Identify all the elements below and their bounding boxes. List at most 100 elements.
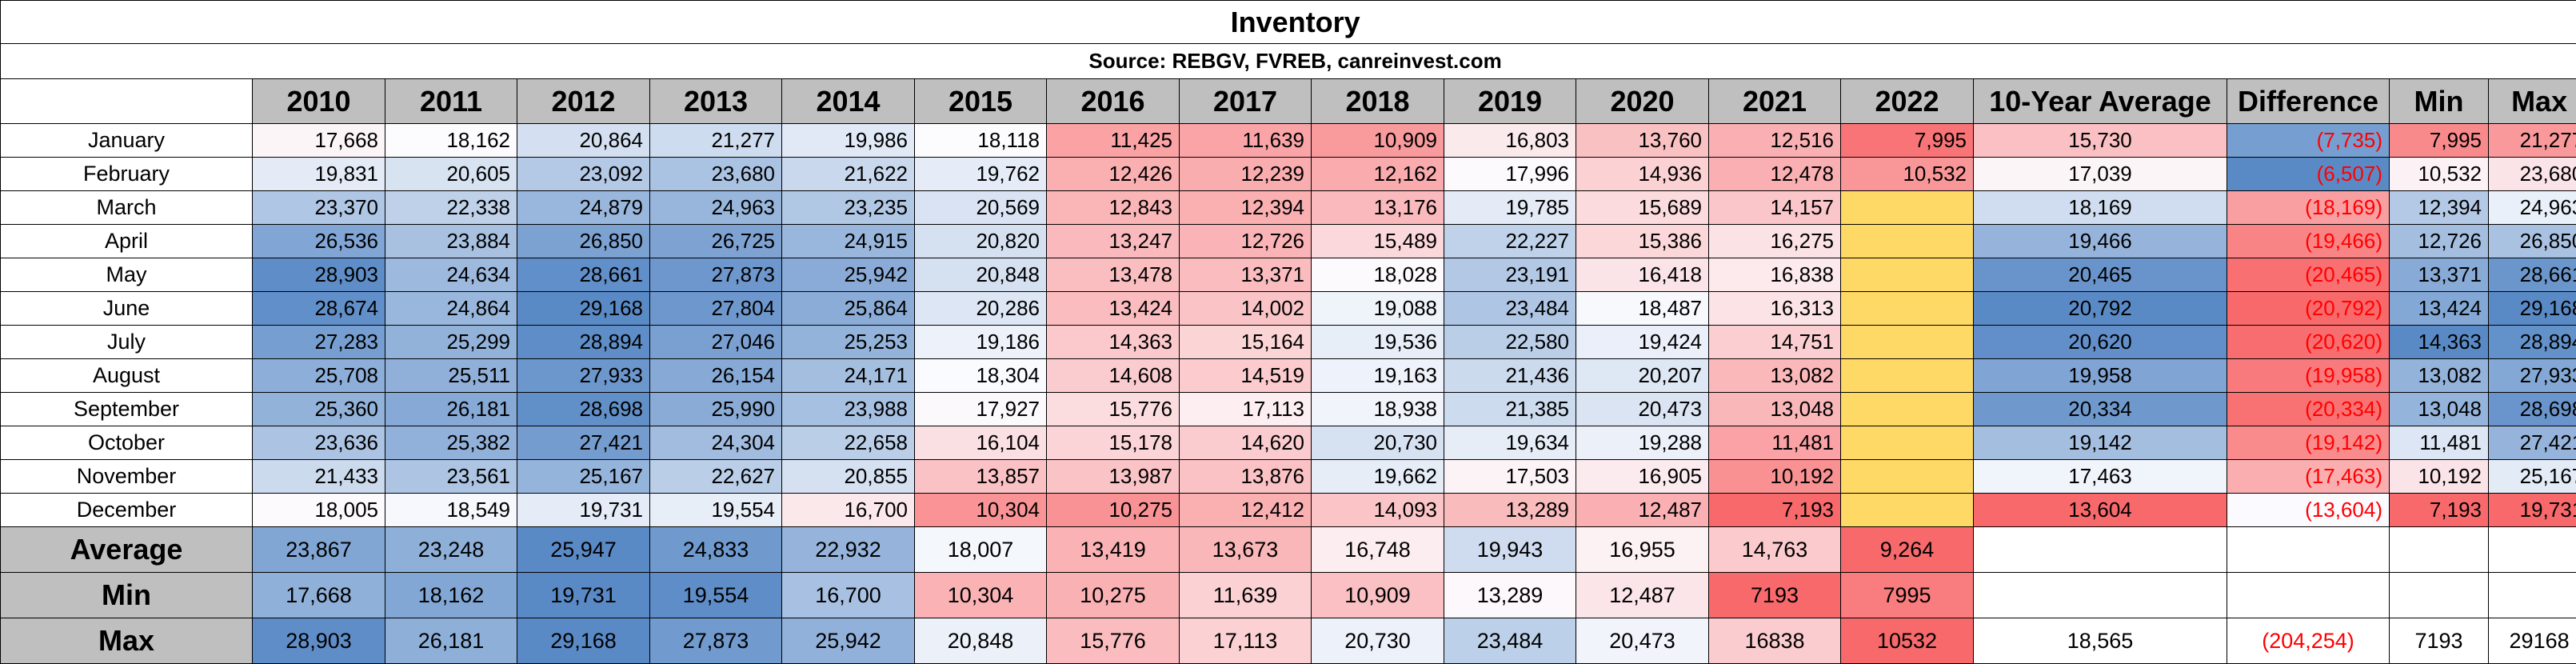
min-cell: 13,048 <box>2390 393 2489 426</box>
data-cell: 13,857 <box>915 460 1047 494</box>
summary-average-cell <box>1974 573 2227 618</box>
data-cell: 24,304 <box>650 426 782 460</box>
summary-cell: 27,873 <box>650 618 782 664</box>
data-cell <box>1841 393 1974 426</box>
row-label: December <box>1 494 253 527</box>
data-cell: 15,178 <box>1047 426 1180 460</box>
data-cell: 20,473 <box>1576 393 1709 426</box>
ten-year-average-cell: 15,730 <box>1974 124 2227 158</box>
column-header: 2014 <box>782 79 915 124</box>
min-cell: 7,995 <box>2390 124 2489 158</box>
data-cell: 14,002 <box>1180 292 1312 326</box>
data-cell: 17,996 <box>1444 158 1576 191</box>
min-cell: 13,082 <box>2390 359 2489 393</box>
summary-cell: 9,264 <box>1841 527 1974 573</box>
data-cell: 16,700 <box>782 494 915 527</box>
summary-difference-cell: (204,254) <box>2227 618 2390 664</box>
summary-difference-cell <box>2227 527 2390 573</box>
data-cell: 20,864 <box>517 124 650 158</box>
ten-year-average-cell: 19,142 <box>1974 426 2227 460</box>
data-cell: 23,370 <box>253 191 385 225</box>
data-cell: 28,674 <box>253 292 385 326</box>
column-header: 2013 <box>650 79 782 124</box>
data-cell: 27,046 <box>650 326 782 359</box>
max-cell: 27,933 <box>2489 359 2576 393</box>
data-cell: 12,726 <box>1180 225 1312 258</box>
data-cell: 13,760 <box>1576 124 1709 158</box>
data-cell: 17,668 <box>253 124 385 158</box>
data-cell: 28,661 <box>517 258 650 292</box>
data-cell: 18,549 <box>385 494 517 527</box>
max-cell: 19,731 <box>2489 494 2576 527</box>
data-cell: 26,725 <box>650 225 782 258</box>
data-cell: 14,363 <box>1047 326 1180 359</box>
data-cell: 14,519 <box>1180 359 1312 393</box>
data-cell: 14,608 <box>1047 359 1180 393</box>
data-cell: 23,092 <box>517 158 650 191</box>
summary-label: Average <box>1 527 253 573</box>
ten-year-average-cell: 20,334 <box>1974 393 2227 426</box>
data-cell: 23,191 <box>1444 258 1576 292</box>
data-cell: 18,162 <box>385 124 517 158</box>
summary-cell: 18,162 <box>385 573 517 618</box>
data-cell <box>1841 326 1974 359</box>
data-cell: 18,304 <box>915 359 1047 393</box>
data-cell: 28,698 <box>517 393 650 426</box>
data-cell: 14,157 <box>1709 191 1841 225</box>
max-cell: 26,850 <box>2489 225 2576 258</box>
column-header: 2012 <box>517 79 650 124</box>
data-cell <box>1841 494 1974 527</box>
data-cell <box>1841 292 1974 326</box>
data-cell: 21,436 <box>1444 359 1576 393</box>
data-cell: 18,938 <box>1312 393 1444 426</box>
data-cell: 10,909 <box>1312 124 1444 158</box>
summary-cell: 19,943 <box>1444 527 1576 573</box>
row-label: May <box>1 258 253 292</box>
data-cell: 19,785 <box>1444 191 1576 225</box>
min-cell: 7,193 <box>2390 494 2489 527</box>
summary-max-cell: 29168 <box>2489 618 2576 664</box>
data-cell: 13,987 <box>1047 460 1180 494</box>
data-cell: 27,933 <box>517 359 650 393</box>
data-cell: 14,093 <box>1312 494 1444 527</box>
summary-cell: 16,700 <box>782 573 915 618</box>
column-header: Max <box>2489 79 2576 124</box>
ten-year-average-cell: 20,620 <box>1974 326 2227 359</box>
max-cell: 23,680 <box>2489 158 2576 191</box>
summary-cell: 7995 <box>1841 573 1974 618</box>
data-cell: 23,561 <box>385 460 517 494</box>
data-cell: 16,418 <box>1576 258 1709 292</box>
data-cell <box>1841 191 1974 225</box>
data-cell: 27,804 <box>650 292 782 326</box>
data-cell: 19,831 <box>253 158 385 191</box>
row-label: September <box>1 393 253 426</box>
max-cell: 24,963 <box>2489 191 2576 225</box>
data-cell: 28,894 <box>517 326 650 359</box>
data-cell: 17,927 <box>915 393 1047 426</box>
data-cell: 19,986 <box>782 124 915 158</box>
column-header: 2021 <box>1709 79 1841 124</box>
data-cell: 12,394 <box>1180 191 1312 225</box>
data-cell: 11,481 <box>1709 426 1841 460</box>
data-cell: 22,658 <box>782 426 915 460</box>
data-cell: 23,884 <box>385 225 517 258</box>
summary-label: Max <box>1 618 253 664</box>
summary-cell: 11,639 <box>1180 573 1312 618</box>
data-cell: 19,554 <box>650 494 782 527</box>
data-cell: 15,489 <box>1312 225 1444 258</box>
data-cell: 24,634 <box>385 258 517 292</box>
data-cell: 13,048 <box>1709 393 1841 426</box>
data-cell: 25,360 <box>253 393 385 426</box>
min-cell: 10,192 <box>2390 460 2489 494</box>
data-cell: 13,247 <box>1047 225 1180 258</box>
data-cell: 16,838 <box>1709 258 1841 292</box>
data-cell: 12,412 <box>1180 494 1312 527</box>
summary-cell: 16,955 <box>1576 527 1709 573</box>
data-cell: 11,425 <box>1047 124 1180 158</box>
